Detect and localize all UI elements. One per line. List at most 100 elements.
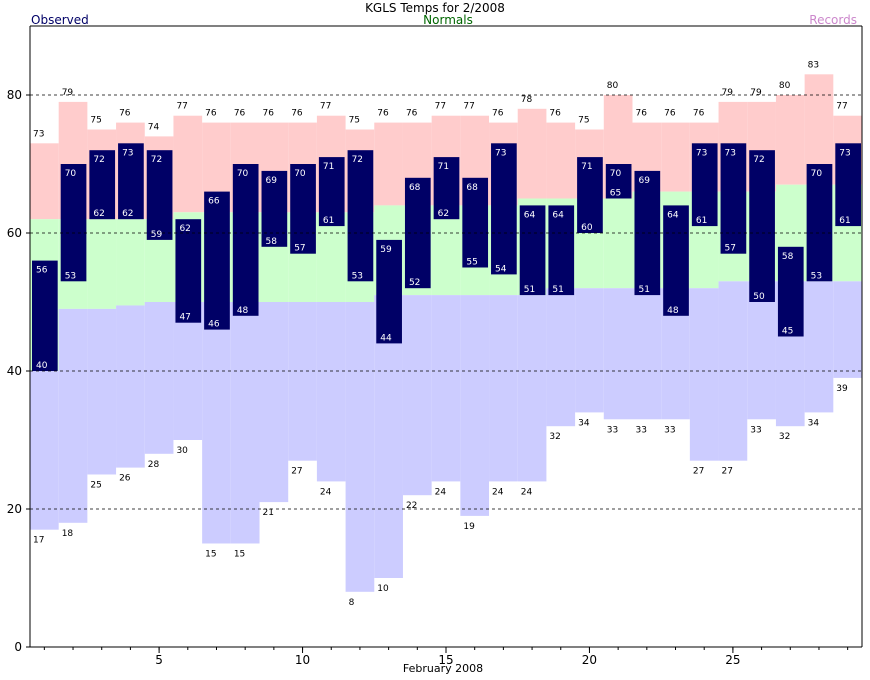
observed-high-label: 64 [524, 210, 536, 220]
record-high-label: 75 [578, 116, 589, 126]
record-low-bar [259, 302, 289, 503]
record-low-label: 28 [148, 460, 160, 470]
record-low-bar [30, 371, 59, 530]
record-low-label: 25 [90, 481, 101, 491]
observed-bar [835, 143, 861, 227]
observed-high-label: 72 [151, 155, 162, 165]
observed-bar [777, 246, 804, 337]
observed-bar [204, 191, 230, 330]
observed-bar [462, 177, 489, 268]
record-low-label: 24 [521, 487, 533, 497]
record-high-label: 76 [549, 109, 561, 119]
observed-bar [548, 205, 575, 296]
record-high-label: 77 [320, 102, 331, 112]
record-high-label: 73 [33, 129, 44, 139]
observed-bar [519, 205, 546, 296]
record-high-label: 83 [808, 60, 819, 70]
observed-bar [347, 150, 374, 282]
record-low-bar [230, 302, 260, 544]
record-high-label: 76 [693, 109, 705, 119]
record-high-label: 77 [463, 102, 474, 112]
record-low-label: 17 [33, 536, 44, 546]
observed-bar [175, 219, 202, 323]
record-low-label: 33 [664, 425, 675, 435]
record-low-bar [202, 302, 231, 544]
record-high-label: 76 [664, 109, 676, 119]
observed-high-label: 73 [122, 148, 133, 158]
observed-low-label: 47 [179, 313, 190, 323]
record-low-label: 39 [836, 384, 848, 394]
observed-bar [691, 143, 718, 227]
record-low-bar [431, 295, 461, 482]
y-tick-label: 0 [14, 640, 22, 654]
record-low-label: 19 [463, 522, 475, 532]
record-low-label: 27 [722, 467, 733, 477]
record-low-bar [316, 302, 346, 482]
record-low-label: 21 [263, 508, 274, 518]
observed-low-label: 44 [380, 333, 392, 343]
observed-low-label: 62 [93, 209, 104, 219]
record-low-bar [546, 288, 576, 427]
observed-high-label: 71 [438, 162, 449, 172]
normal-band-bar [316, 212, 346, 302]
observed-high-label: 69 [266, 176, 278, 186]
record-low-bar [603, 288, 633, 420]
record-low-label: 33 [635, 425, 646, 435]
observed-high-label: 59 [380, 245, 392, 255]
observed-bar [318, 157, 345, 227]
record-low-bar [575, 288, 604, 413]
observed-high-label: 68 [409, 183, 421, 193]
observed-low-label: 50 [753, 292, 765, 302]
y-tick-label: 60 [7, 226, 22, 240]
observed-low-label: 62 [122, 209, 133, 219]
observed-low-label: 62 [438, 209, 449, 219]
record-high-label: 74 [148, 122, 160, 132]
observed-high-label: 73 [725, 148, 736, 158]
observed-low-label: 58 [266, 237, 278, 247]
record-low-bar [517, 295, 547, 482]
observed-high-label: 71 [323, 162, 334, 172]
observed-low-label: 60 [581, 223, 593, 233]
observed-low-label: 46 [208, 320, 220, 330]
record-high-label: 77 [435, 102, 446, 112]
observed-low-label: 61 [839, 216, 850, 226]
record-low-label: 27 [291, 467, 302, 477]
observed-high-label: 68 [466, 183, 478, 193]
record-high-label: 78 [521, 95, 533, 105]
normal-band-bar [87, 219, 117, 309]
record-low-label: 32 [779, 432, 790, 442]
observed-low-label: 51 [552, 285, 563, 295]
observed-bar [433, 157, 460, 220]
record-low-bar [689, 288, 719, 461]
record-high-label: 75 [90, 116, 101, 126]
observed-high-label: 64 [667, 210, 679, 220]
record-low-label: 8 [349, 598, 355, 608]
observed-bar [232, 164, 259, 316]
observed-bar [749, 150, 775, 302]
observed-high-label: 71 [581, 162, 592, 172]
record-high-label: 77 [836, 102, 847, 112]
record-low-label: 22 [406, 501, 417, 511]
observed-low-label: 45 [782, 327, 793, 337]
legend-records: Records [809, 13, 857, 27]
observed-low-label: 53 [65, 271, 76, 281]
observed-bar [491, 143, 517, 275]
record-high-label: 76 [406, 109, 418, 119]
normal-band-bar [603, 198, 633, 289]
observed-low-label: 54 [495, 264, 507, 274]
observed-low-label: 61 [323, 216, 334, 226]
observed-low-label: 51 [638, 285, 649, 295]
observed-bar [60, 164, 87, 282]
record-low-bar [747, 281, 776, 420]
observed-high-label: 72 [352, 155, 363, 165]
observed-low-label: 57 [294, 244, 305, 254]
observed-low-label: 65 [610, 189, 621, 199]
observed-high-label: 56 [36, 266, 48, 276]
record-high-label: 79 [62, 88, 74, 98]
observed-low-label: 55 [466, 258, 477, 268]
observed-high-label: 72 [753, 155, 764, 165]
record-high-bar [661, 122, 690, 192]
observed-bar [806, 164, 833, 282]
observed-bar [89, 150, 116, 220]
observed-bar [663, 205, 689, 316]
